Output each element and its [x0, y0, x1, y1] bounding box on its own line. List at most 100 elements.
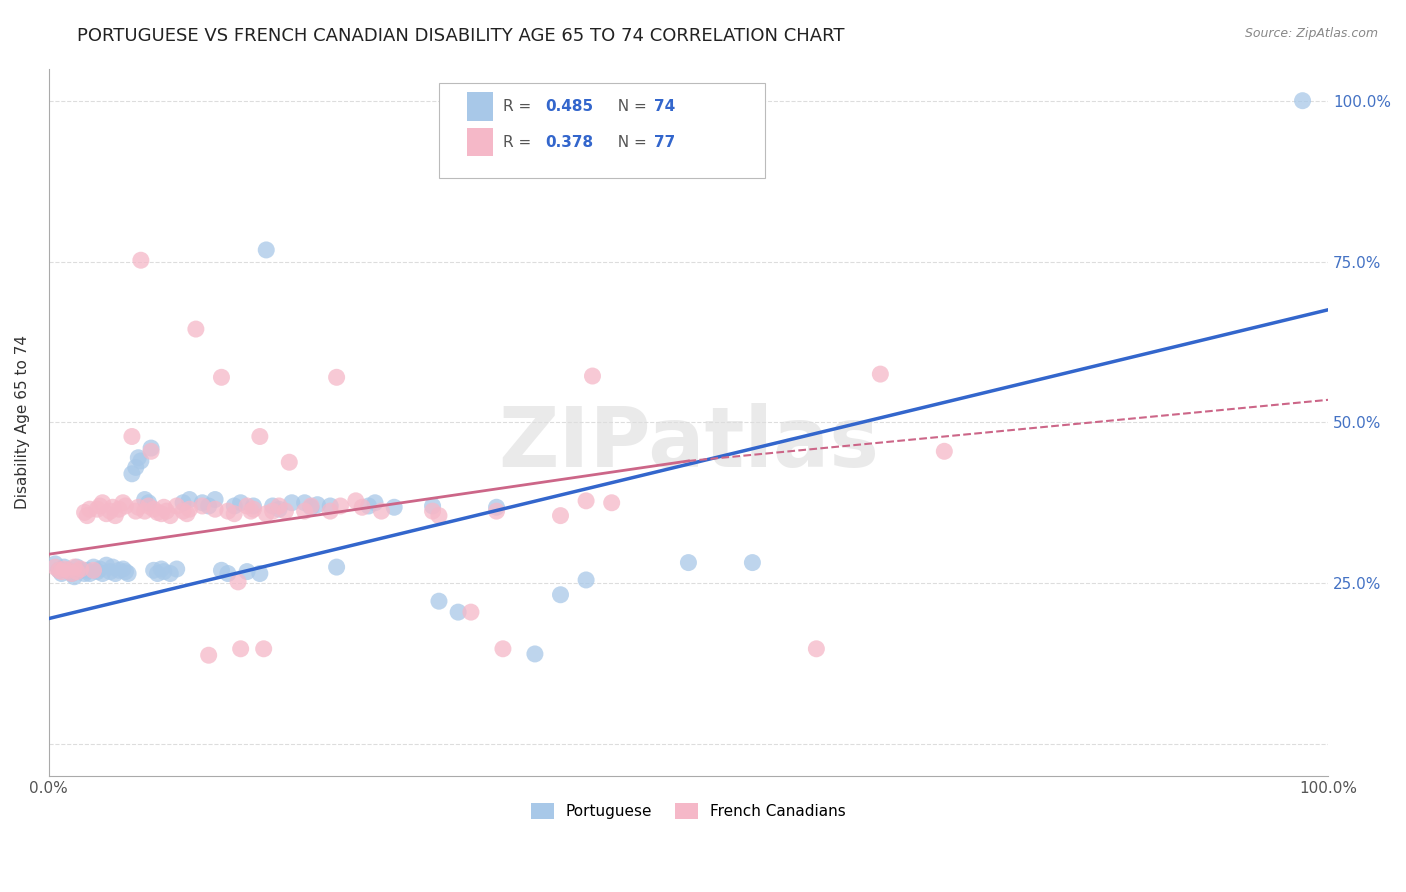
FancyBboxPatch shape	[467, 128, 492, 156]
Point	[184, 322, 207, 336]
Point	[427, 508, 450, 523]
Point	[44, 557, 66, 571]
Point	[101, 500, 124, 515]
Point	[307, 498, 329, 512]
Point	[111, 496, 134, 510]
Point	[51, 566, 73, 581]
Point	[267, 499, 290, 513]
Point	[48, 563, 70, 577]
Point	[96, 507, 118, 521]
Point	[217, 566, 239, 581]
Point	[211, 563, 233, 577]
Point	[104, 566, 127, 581]
Point	[179, 502, 201, 516]
Point	[281, 496, 304, 510]
Point	[159, 566, 181, 581]
Point	[101, 560, 124, 574]
Point	[460, 605, 482, 619]
Point	[299, 499, 322, 513]
Point	[153, 500, 176, 515]
Point	[76, 563, 98, 577]
Point	[344, 493, 367, 508]
Point	[166, 562, 188, 576]
Point	[741, 556, 763, 570]
Text: 77: 77	[654, 135, 675, 150]
Point	[523, 647, 546, 661]
Point	[104, 508, 127, 523]
Point	[382, 500, 405, 515]
Point	[447, 605, 470, 619]
Text: Source: ZipAtlas.com: Source: ZipAtlas.com	[1244, 27, 1378, 40]
Point	[325, 560, 347, 574]
Text: 0.485: 0.485	[546, 99, 593, 114]
Point	[48, 563, 70, 577]
Point	[134, 504, 156, 518]
Point	[166, 499, 188, 513]
Point	[806, 641, 828, 656]
Point	[262, 504, 284, 518]
Point	[83, 560, 105, 574]
Point	[155, 504, 177, 518]
Text: R =: R =	[503, 99, 536, 114]
Point	[108, 502, 131, 516]
FancyBboxPatch shape	[467, 93, 492, 120]
Point	[249, 566, 271, 581]
Point	[934, 444, 956, 458]
Y-axis label: Disability Age 65 to 74: Disability Age 65 to 74	[15, 335, 30, 509]
Point	[267, 502, 290, 516]
Point	[98, 504, 121, 518]
Point	[319, 504, 342, 518]
Point	[79, 566, 101, 581]
Point	[121, 429, 143, 443]
Point	[139, 444, 162, 458]
Point	[98, 565, 121, 579]
Point	[138, 496, 160, 510]
Point	[89, 499, 111, 513]
Point	[278, 455, 301, 469]
Point	[600, 496, 623, 510]
Point	[274, 504, 297, 518]
Point	[253, 641, 276, 656]
Point	[150, 562, 173, 576]
Point	[96, 558, 118, 573]
Point	[76, 508, 98, 523]
Point	[83, 563, 105, 577]
Legend: Portuguese, French Canadians: Portuguese, French Canadians	[524, 797, 852, 825]
Point	[229, 496, 252, 510]
Point	[191, 499, 214, 513]
Point	[125, 504, 148, 518]
Point	[204, 502, 226, 516]
Point	[79, 502, 101, 516]
Point	[172, 504, 194, 518]
Point	[485, 500, 508, 515]
Point	[211, 370, 233, 384]
Point	[127, 500, 149, 515]
Point	[236, 565, 259, 579]
Point	[226, 574, 249, 589]
Point	[69, 563, 91, 577]
Point	[427, 594, 450, 608]
Point	[63, 570, 86, 584]
Text: PORTUGUESE VS FRENCH CANADIAN DISABILITY AGE 65 TO 74 CORRELATION CHART: PORTUGUESE VS FRENCH CANADIAN DISABILITY…	[77, 27, 845, 45]
Point	[125, 460, 148, 475]
Point	[142, 502, 165, 516]
Point	[150, 507, 173, 521]
Point	[146, 566, 169, 581]
Point	[66, 565, 89, 579]
Text: R =: R =	[503, 135, 536, 150]
Point	[56, 563, 79, 577]
Point	[370, 504, 392, 518]
Point	[325, 370, 347, 384]
Point	[69, 562, 91, 576]
Point	[176, 507, 198, 521]
Point	[114, 499, 136, 513]
Point	[108, 563, 131, 577]
Point	[352, 500, 374, 515]
Text: 74: 74	[654, 99, 675, 114]
Point	[422, 504, 444, 518]
Point	[254, 507, 277, 521]
Point	[217, 504, 239, 518]
Point	[581, 369, 603, 384]
Point	[138, 499, 160, 513]
Point	[204, 492, 226, 507]
